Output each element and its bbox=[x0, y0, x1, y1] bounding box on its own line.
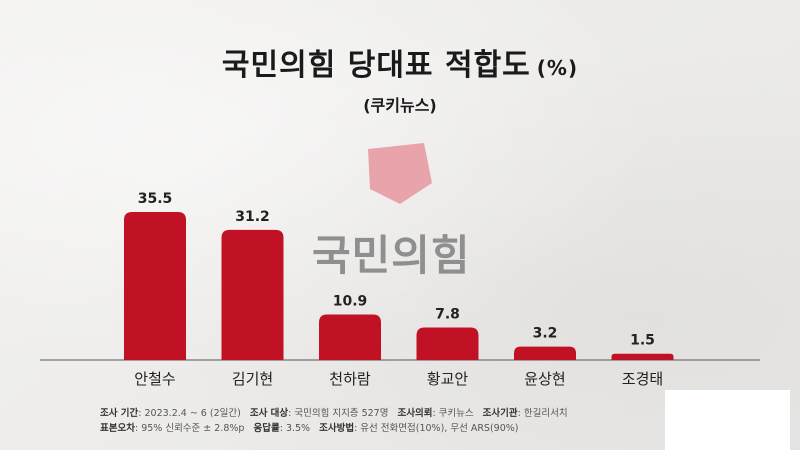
client-label: 조사의뢰 bbox=[397, 408, 433, 419]
category-label-5: 윤상현 bbox=[524, 370, 565, 388]
client-value: : 쿠키뉴스 bbox=[432, 408, 474, 419]
survey-info-line-2: 표본오차: 95% 신뢰수준 ± 2.8%p 응답률: 3.5% 조사방법: 유… bbox=[100, 420, 518, 434]
survey-target-value: : 국민의힘 지지층 527명 bbox=[288, 408, 389, 419]
method-value: : 유선 전화면접(10%), 무선 ARS(90%) bbox=[354, 423, 519, 434]
response-value: : 3.5% bbox=[279, 423, 311, 434]
category-label-1: 안철수 bbox=[134, 370, 175, 388]
value-label-4: 7.8 bbox=[435, 306, 460, 322]
value-label-5: 3.2 bbox=[533, 326, 558, 342]
chart-title: 국민의힘 당대표 적합도 (%) bbox=[0, 40, 800, 84]
category-label-6: 조경태 bbox=[622, 370, 663, 388]
category-label-4: 황교안 bbox=[427, 370, 469, 388]
method-label: 조사방법 bbox=[319, 423, 355, 434]
title-text: 국민의힘 당대표 적합도 bbox=[221, 48, 531, 83]
bar-5 bbox=[514, 346, 576, 360]
category-label-3: 천하람 bbox=[329, 370, 371, 388]
survey-period-value: : 2023.2.4 ~ 6 (2일간) bbox=[138, 408, 241, 419]
value-label-1: 35.5 bbox=[138, 191, 173, 207]
blank-box bbox=[665, 390, 790, 450]
value-label-6: 1.5 bbox=[630, 333, 655, 349]
title-unit: (%) bbox=[536, 56, 579, 80]
response-label: 응답률 bbox=[253, 423, 280, 434]
survey-period-label: 조사 기간 bbox=[100, 408, 139, 419]
bar-4 bbox=[416, 327, 479, 360]
survey-info-line-1: 조사 기간: 2023.2.4 ~ 6 (2일간) 조사 대상: 국민의힘 지지… bbox=[100, 405, 568, 419]
bar-6 bbox=[611, 353, 674, 360]
agency-label: 조사기관 bbox=[482, 408, 518, 419]
bar-3 bbox=[319, 314, 381, 360]
chart-subtitle: (쿠키뉴스) bbox=[363, 96, 437, 115]
category-label-2: 김기현 bbox=[232, 370, 273, 388]
agency-value: : 한길리서치 bbox=[517, 408, 568, 419]
bar-2 bbox=[221, 229, 284, 360]
survey-target-label: 조사 대상 bbox=[249, 408, 289, 419]
error-value: : 95% 신뢰수준 ± 2.8%p bbox=[134, 423, 245, 434]
value-label-3: 10.9 bbox=[333, 294, 368, 310]
value-label-2: 31.2 bbox=[235, 209, 270, 225]
error-label: 표본오차 bbox=[100, 423, 135, 434]
bar-1 bbox=[124, 212, 186, 360]
party-watermark: 국민의힘 bbox=[312, 231, 471, 280]
party-logo-icon bbox=[368, 143, 432, 204]
